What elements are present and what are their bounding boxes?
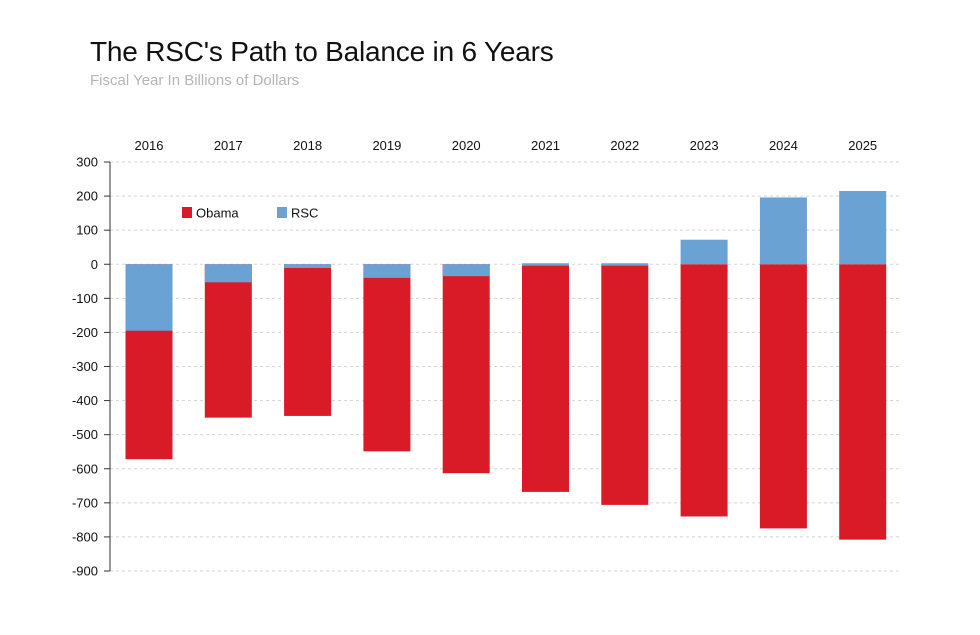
y-tick-label: 100 [76, 223, 98, 238]
x-tick-label: 2020 [452, 138, 481, 153]
legend-label-obama: Obama [196, 206, 239, 221]
y-tick-label: 0 [91, 257, 98, 272]
x-tick-label: 2023 [690, 138, 719, 153]
bar-rsc [442, 264, 490, 277]
bar-rsc [284, 264, 332, 268]
bar-obama [759, 264, 807, 529]
bar-rsc [759, 197, 807, 265]
y-tick-label: -300 [72, 359, 98, 374]
x-tick-label: 2019 [372, 138, 401, 153]
bar-rsc [125, 264, 173, 331]
legend-swatch-rsc [277, 207, 287, 218]
bar-obama [839, 264, 887, 540]
bar-rsc [680, 239, 728, 265]
x-tick-label: 2017 [214, 138, 243, 153]
bar-rsc [204, 264, 252, 283]
x-tick-label: 2016 [135, 138, 164, 153]
bar-obama [680, 264, 728, 517]
y-tick-label: -500 [72, 427, 98, 442]
x-tick-label: 2024 [769, 138, 798, 153]
bar-rsc [601, 263, 649, 266]
y-tick-label: -700 [72, 495, 98, 510]
chart-subtitle: Fiscal Year In Billions of Dollars [90, 72, 300, 89]
bar-obama [601, 264, 649, 505]
x-tick-label: 2025 [848, 138, 877, 153]
y-tick-label: 300 [76, 155, 98, 170]
bar-rsc [839, 190, 887, 265]
bar-obama [284, 264, 332, 416]
bar-obama [442, 264, 490, 474]
y-tick-label: -100 [72, 291, 98, 306]
y-tick-label: -400 [72, 393, 98, 408]
y-tick-label: -800 [72, 529, 98, 544]
legend-swatch-obama [182, 207, 192, 218]
bar-rsc [363, 264, 411, 278]
bar-obama [204, 264, 252, 418]
y-tick-label: -200 [72, 325, 98, 340]
x-tick-label: 2021 [531, 138, 560, 153]
y-tick-label: -900 [72, 564, 98, 579]
legend-label-rsc: RSC [291, 206, 318, 221]
x-tick-label: 2022 [610, 138, 639, 153]
bar-obama [363, 264, 411, 452]
y-tick-label: -600 [72, 461, 98, 476]
x-tick-label: 2018 [293, 138, 322, 153]
chart-title: The RSC's Path to Balance in 6 Years [90, 36, 554, 67]
y-tick-label: 200 [76, 189, 98, 204]
bar-rsc [522, 263, 569, 266]
bar-obama [522, 264, 569, 492]
